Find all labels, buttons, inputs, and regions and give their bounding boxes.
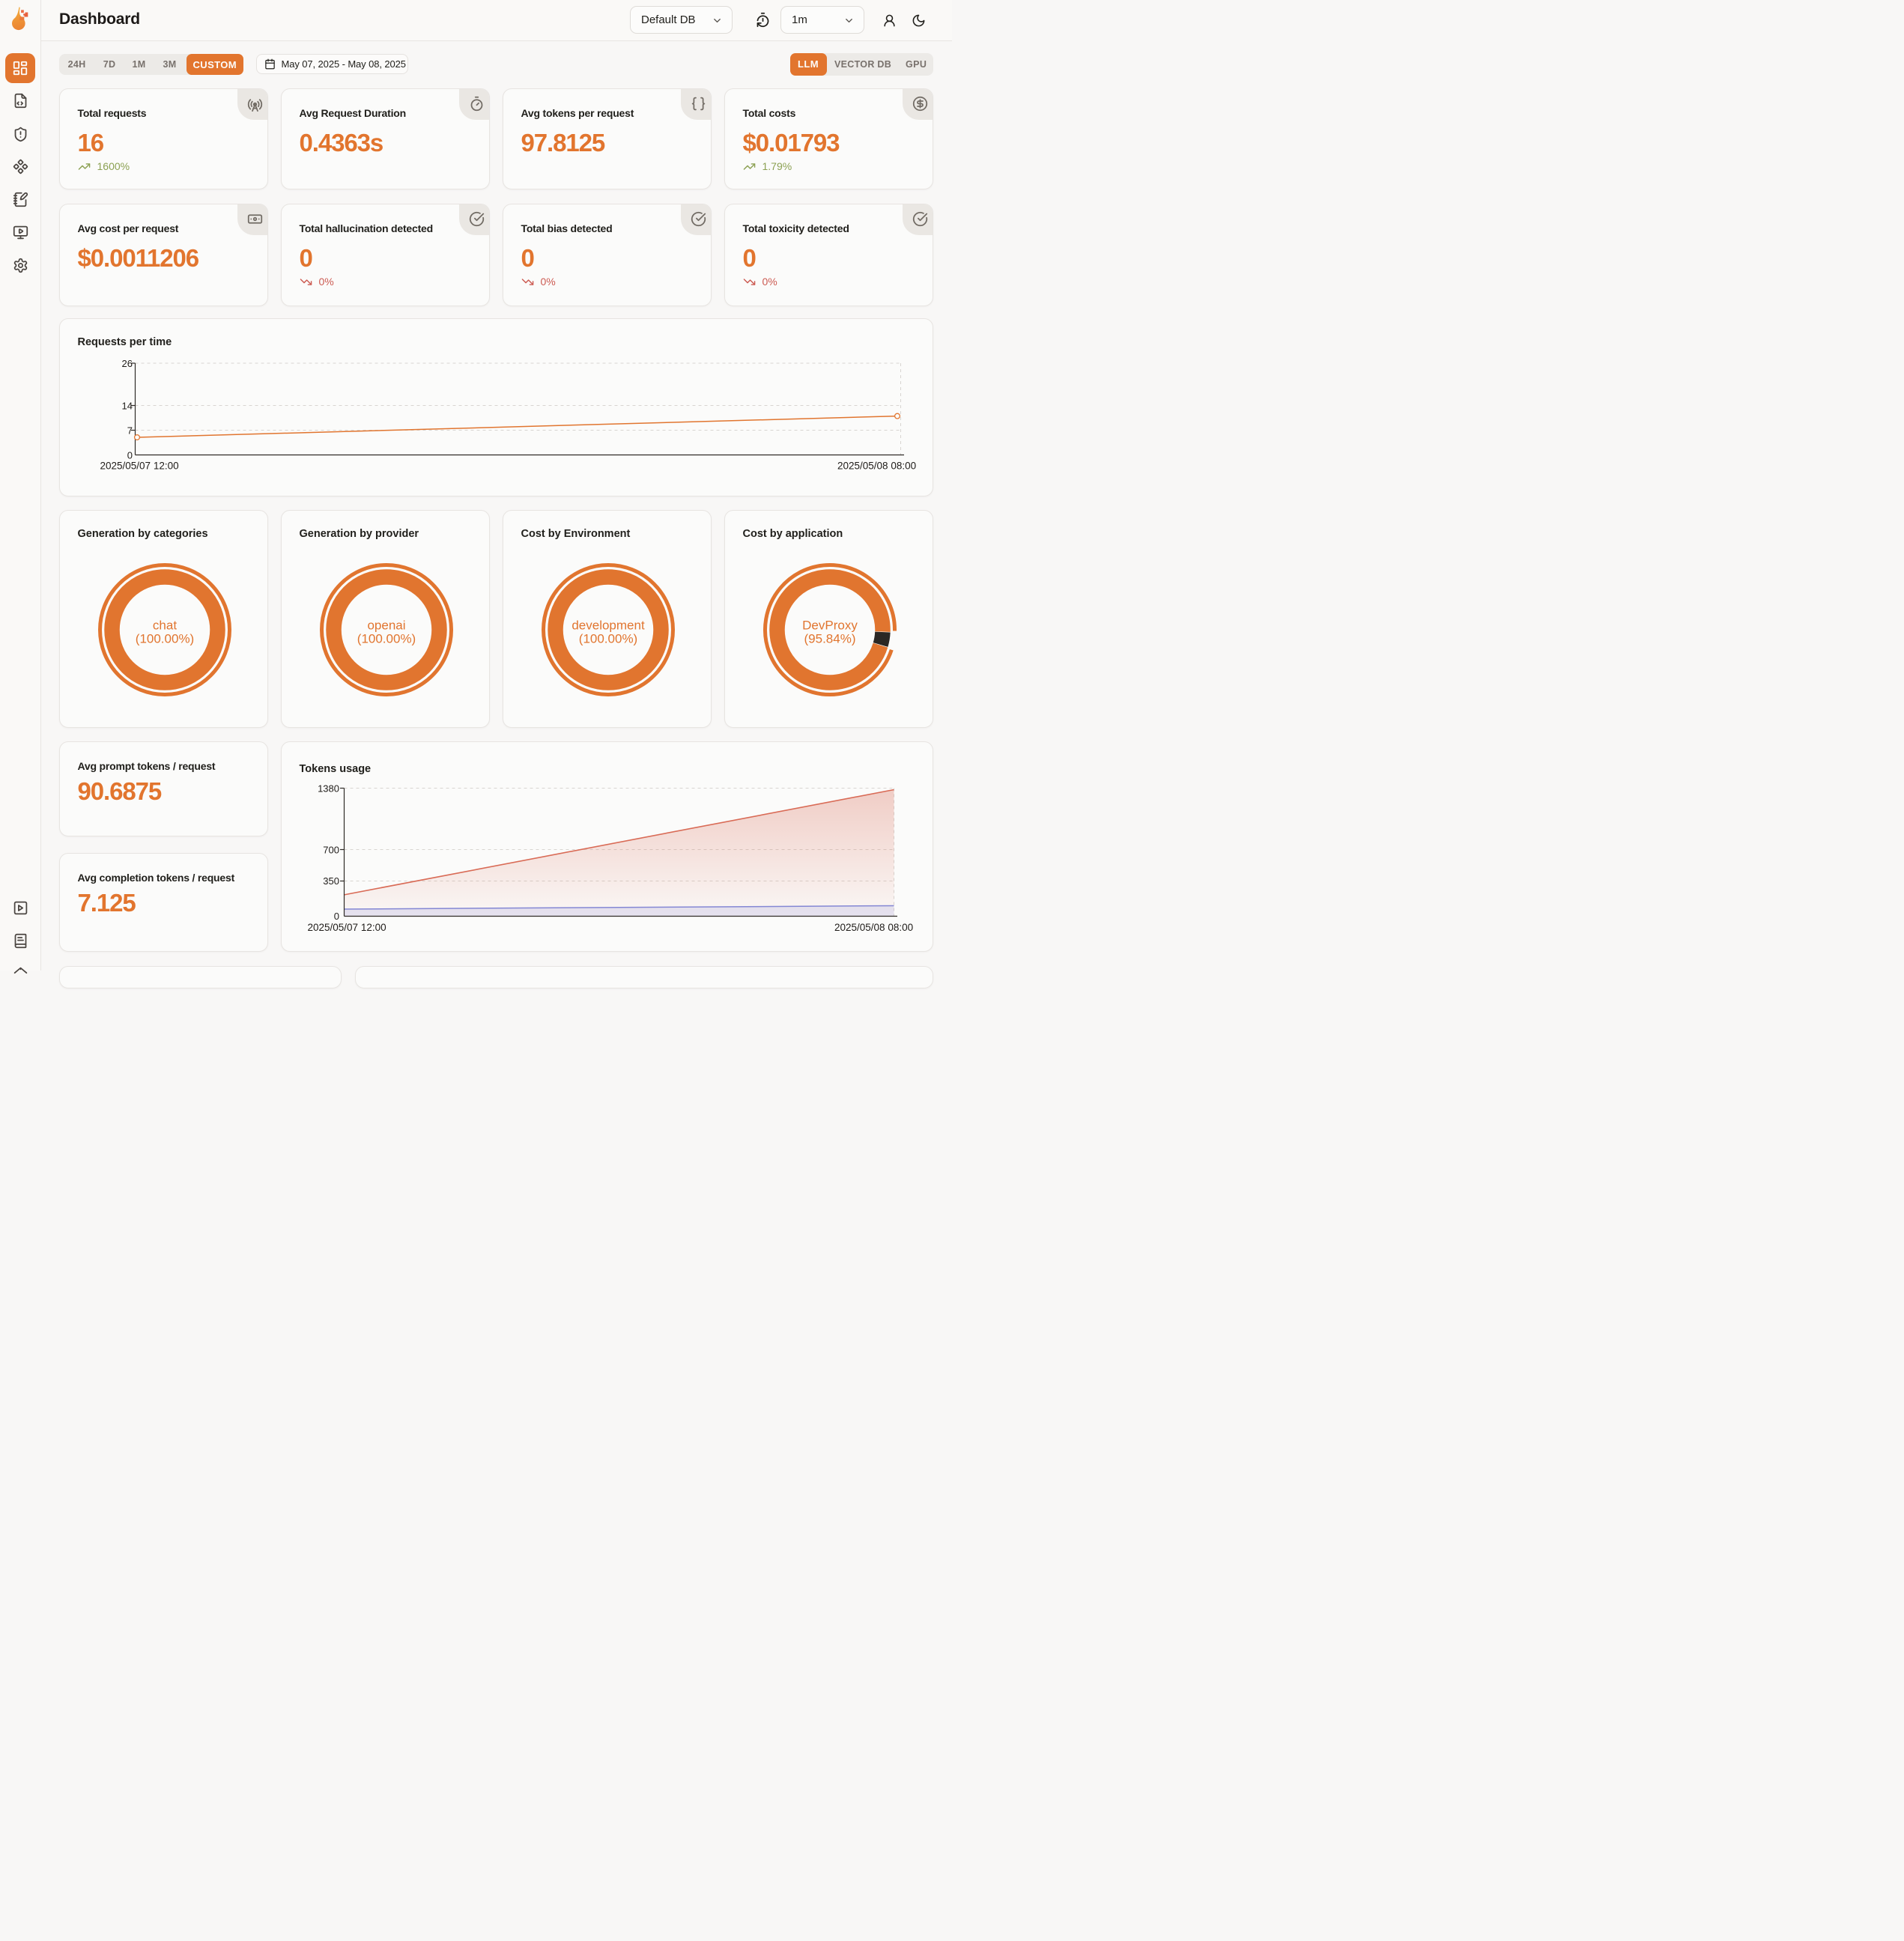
svg-text:(100.00%): (100.00%) <box>357 632 415 646</box>
svg-text:DevProxy: DevProxy <box>802 619 858 633</box>
svg-text:26: 26 <box>121 358 132 369</box>
svg-text:700: 700 <box>323 845 339 856</box>
svg-text:(100.00%): (100.00%) <box>578 632 637 646</box>
svg-text:0: 0 <box>127 449 132 461</box>
svg-text:openai: openai <box>367 619 405 633</box>
svg-text:(100.00%): (100.00%) <box>135 632 193 646</box>
svg-text:1380: 1380 <box>318 783 339 795</box>
svg-text:350: 350 <box>323 875 339 887</box>
svg-text:2025/05/07 12:00: 2025/05/07 12:00 <box>100 461 178 472</box>
svg-text:development: development <box>571 619 645 633</box>
svg-text:7: 7 <box>127 425 132 436</box>
svg-text:2025/05/08 08:00: 2025/05/08 08:00 <box>834 922 913 933</box>
svg-text:2025/05/08 08:00: 2025/05/08 08:00 <box>837 461 916 472</box>
svg-text:(95.84%): (95.84%) <box>804 632 855 646</box>
svg-text:2025/05/07 12:00: 2025/05/07 12:00 <box>307 922 386 933</box>
svg-text:chat: chat <box>152 619 176 633</box>
svg-text:0: 0 <box>333 911 339 922</box>
svg-text:14: 14 <box>121 400 132 411</box>
